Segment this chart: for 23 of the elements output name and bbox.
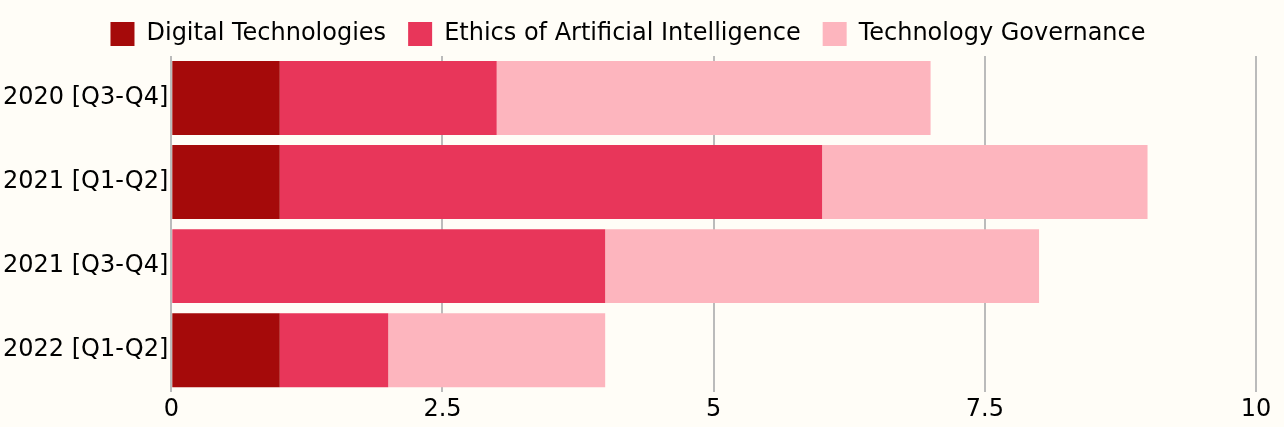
- bar: [279, 61, 497, 136]
- legend-label: Technology Governance: [857, 18, 1146, 47]
- bar: [496, 61, 931, 136]
- x-tick-label: 7.5: [965, 393, 1004, 422]
- legend-label: Digital Technologies: [146, 18, 387, 47]
- bar: [172, 145, 280, 220]
- x-tick-label: 10: [1240, 393, 1272, 422]
- x-tick-label: 2.5: [423, 393, 462, 422]
- y-tick-label: 2021 [Q1-Q2]: [3, 166, 169, 195]
- y-tick-label: 2022 [Q1-Q2]: [3, 334, 169, 363]
- bar: [172, 229, 606, 304]
- legend-label: Ethics of Artificial Intelligence: [444, 18, 801, 47]
- bar: [388, 313, 606, 388]
- bar: [279, 145, 823, 220]
- bar: [279, 313, 389, 388]
- bar: [172, 313, 280, 388]
- x-tick-label: 5: [706, 393, 722, 422]
- bar: [605, 229, 1040, 304]
- y-tick-label: 2020 [Q3-Q4]: [3, 82, 169, 111]
- bar: [172, 61, 280, 136]
- x-tick-label: 0: [163, 393, 179, 422]
- bar: [822, 145, 1148, 220]
- y-tick-label: 2021 [Q3-Q4]: [3, 250, 169, 279]
